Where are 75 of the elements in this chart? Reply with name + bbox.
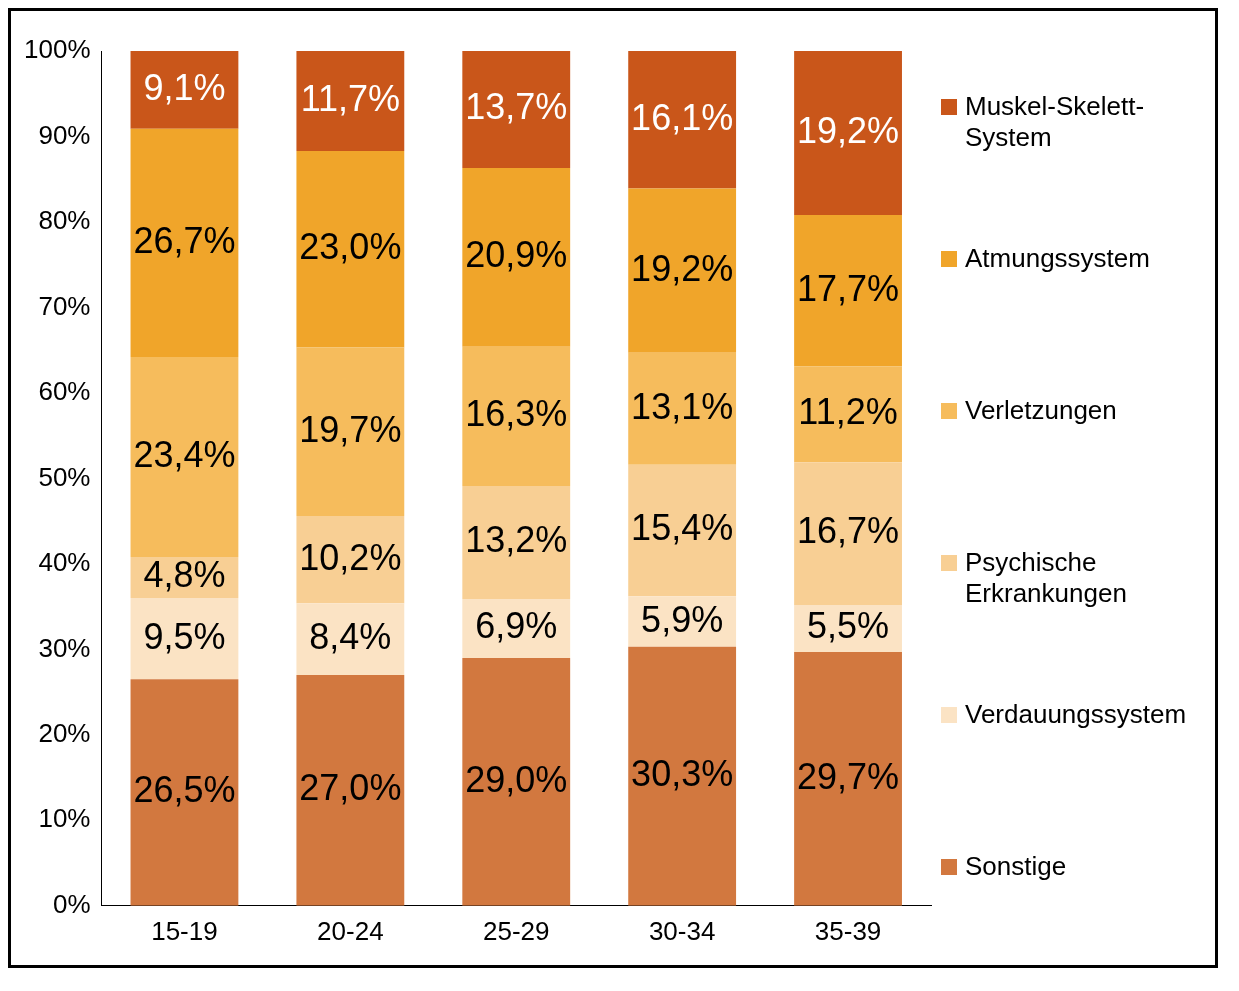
- data-label: 15,4%: [631, 507, 734, 549]
- data-label: 26,7%: [133, 219, 236, 261]
- y-tick-label: 90%: [38, 119, 91, 150]
- data-label: 23,0%: [299, 226, 402, 268]
- bar: [296, 347, 405, 517]
- y-tick-label: 40%: [38, 547, 91, 578]
- y-tick-label: 30%: [38, 632, 91, 663]
- data-label: 30,3%: [631, 753, 734, 795]
- x-tick-label: 35-39: [814, 915, 882, 946]
- data-label: 5,5%: [807, 605, 890, 647]
- bar: [130, 51, 239, 129]
- data-label: 16,3%: [465, 393, 568, 435]
- legend-label: Verdauungssystem: [965, 699, 1187, 730]
- bar: [628, 51, 737, 189]
- data-label: 5,9%: [641, 598, 724, 640]
- data-label: 20,9%: [465, 234, 568, 276]
- data-label: 13,2%: [465, 519, 568, 561]
- y-tick-label: 20%: [38, 718, 91, 749]
- y-tick-label: 100%: [24, 34, 91, 65]
- bar: [628, 188, 737, 353]
- bar: [462, 657, 571, 906]
- bar: [794, 215, 902, 367]
- x-tick-label: 25-29: [483, 915, 550, 946]
- data-label: 4,8%: [143, 554, 226, 596]
- bar: [794, 651, 902, 906]
- bar: [296, 51, 405, 152]
- x-tick-label: 15-19: [151, 915, 218, 946]
- data-label: 13,7%: [465, 86, 568, 128]
- y-tick-label: 70%: [38, 290, 91, 321]
- y-tick-label: 0%: [52, 888, 91, 919]
- data-label: 19,7%: [299, 408, 402, 450]
- x-tick-label: 20-24: [317, 915, 384, 946]
- bar: [462, 346, 571, 487]
- data-label: 9,5%: [143, 615, 226, 657]
- data-label: 29,0%: [465, 758, 568, 800]
- bar: [130, 128, 239, 358]
- data-label: 10,2%: [299, 536, 402, 578]
- data-label: 17,7%: [797, 267, 900, 309]
- y-tick-label: 50%: [38, 461, 91, 492]
- data-label: 9,1%: [143, 66, 226, 108]
- bar: [628, 646, 737, 906]
- bar: [296, 675, 405, 906]
- legend-label: Psychische Erkrankungen: [965, 547, 1128, 609]
- data-label: 23,4%: [133, 433, 236, 475]
- y-tick-label: 80%: [38, 205, 91, 236]
- data-label: 6,9%: [475, 605, 558, 647]
- data-label: 11,7%: [300, 77, 401, 119]
- bar: [628, 464, 737, 597]
- bar: [794, 51, 902, 216]
- legend-label: Verletzungen: [965, 395, 1118, 426]
- bar: [794, 366, 902, 463]
- bar: [130, 679, 239, 906]
- data-label: 27,0%: [299, 767, 402, 809]
- x-tick-label: 30-34: [648, 915, 716, 946]
- bar: [296, 151, 405, 348]
- legend-label: Sonstige: [965, 851, 1068, 882]
- bar: [462, 168, 571, 347]
- legend-label: Muskel-Skelett-System: [965, 91, 1146, 153]
- data-label: 8,4%: [309, 616, 392, 658]
- y-tick-label: 10%: [38, 803, 91, 834]
- bar: [794, 462, 902, 605]
- legend-label: Atmungssystem: [965, 243, 1151, 274]
- bar: [462, 486, 571, 599]
- data-label: 19,2%: [797, 109, 900, 151]
- data-label: 26,5%: [133, 769, 236, 811]
- bar: [130, 357, 239, 558]
- data-label: 13,1%: [631, 385, 734, 427]
- data-label: 16,7%: [797, 510, 900, 552]
- data-label: 29,7%: [797, 755, 900, 797]
- data-label: 19,2%: [631, 247, 734, 289]
- data-label: 11,2%: [798, 391, 898, 433]
- bar: [462, 51, 571, 169]
- bar: [628, 352, 737, 465]
- data-label: 16,1%: [631, 96, 734, 138]
- y-tick-label: 60%: [38, 376, 91, 407]
